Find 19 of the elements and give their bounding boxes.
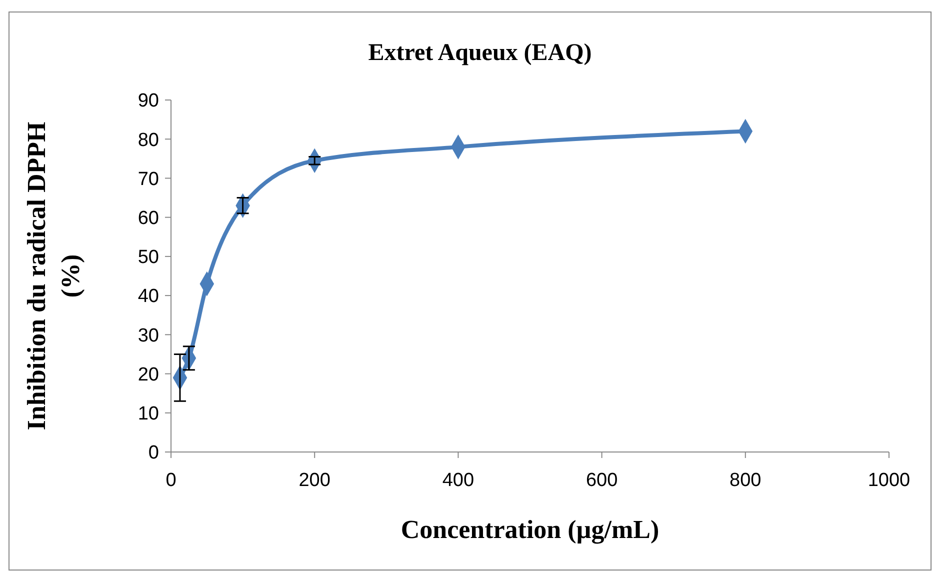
- chart-title: Extret Aqueux (EAQ): [368, 40, 592, 66]
- y-tick-label: 20: [138, 364, 159, 386]
- y-tick-label: 10: [138, 404, 159, 425]
- x-tick-label: 800: [730, 470, 762, 491]
- x-tick-label: 400: [442, 470, 474, 491]
- x-tick-label: 0: [166, 470, 176, 491]
- x-tick-label: 1000: [868, 470, 910, 491]
- x-tick-label: 200: [298, 470, 330, 491]
- y-tick-label: 50: [138, 247, 159, 268]
- y-tick-label: 30: [138, 325, 159, 346]
- y-tick-label: 70: [138, 168, 159, 190]
- x-axis-title: Concentration (µg/mL): [400, 515, 660, 544]
- x-tick-label: 600: [586, 470, 618, 491]
- y-tick-label: 0: [148, 442, 159, 464]
- y-tick-label: 90: [138, 90, 159, 112]
- y-tick-label: 60: [138, 208, 159, 229]
- y-tick-label: 40: [138, 286, 159, 308]
- y-tick-label: 80: [138, 130, 159, 151]
- y-axis-title: Inhibition du radical DPPH (%): [22, 122, 85, 430]
